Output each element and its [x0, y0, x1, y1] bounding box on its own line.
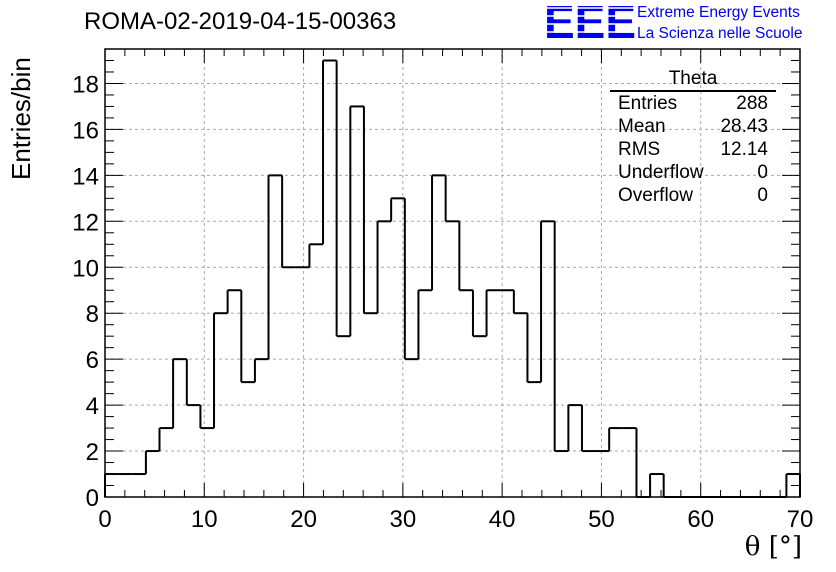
logo-line-1: Extreme Energy Events — [637, 4, 800, 21]
y-tick-label: 2 — [86, 439, 99, 466]
x-axis-label: θ [°] — [744, 532, 802, 562]
eee-logo: EEE — [544, 2, 636, 42]
y-tick-label: 12 — [72, 209, 99, 236]
logo-line-2: La Scienza nelle Scuole — [637, 25, 803, 42]
stats-row-rms: RMS 12.14 — [610, 138, 776, 161]
grid-lines — [105, 49, 800, 497]
stats-box: Theta Entries 288 Mean 28.43 RMS 12.14 U… — [610, 68, 776, 207]
stats-label: Underflow — [618, 162, 704, 183]
x-tick-label: 30 — [390, 506, 417, 533]
axis-ticks — [104, 48, 801, 498]
stats-label: Overflow — [618, 185, 693, 206]
stats-value: 0 — [757, 185, 768, 206]
y-tick-label: 4 — [86, 393, 99, 420]
run-title: ROMA-02-2019-04-15-00363 — [84, 8, 397, 35]
x-tick-label: 70 — [787, 506, 814, 533]
stats-row-entries: Entries 288 — [610, 92, 776, 115]
y-tick-label: 14 — [72, 163, 99, 190]
stats-row-underflow: Underflow 0 — [610, 161, 776, 184]
stats-row-overflow: Overflow 0 — [610, 184, 776, 207]
stats-row-mean: Mean 28.43 — [610, 115, 776, 138]
stats-label: RMS — [618, 139, 661, 160]
stats-label: Mean — [618, 116, 666, 137]
stats-value: 28.43 — [720, 116, 768, 137]
histogram-series — [104, 59, 801, 498]
x-tick-label: 20 — [290, 506, 317, 533]
tick-labels: 0 10 20 30 40 50 60 70 0 2 4 6 8 10 12 14 16 18 — [72, 71, 813, 533]
stats-value: 288 — [736, 93, 768, 114]
y-tick-label: 0 — [86, 485, 99, 512]
y-tick-label: 16 — [72, 117, 99, 144]
x-tick-label: 50 — [588, 506, 615, 533]
x-tick-label: 0 — [98, 506, 111, 533]
stats-label: Entries — [618, 93, 678, 114]
y-tick-label: 18 — [72, 71, 99, 98]
logo-caption: Extreme Energy Events La Scienza nelle S… — [637, 2, 802, 44]
y-tick-label: 8 — [86, 301, 99, 328]
plot-frame — [104, 48, 801, 498]
x-tick-label: 40 — [489, 506, 516, 533]
stats-title: Theta — [610, 68, 776, 92]
x-tick-label: 60 — [687, 506, 714, 533]
y-axis-label: Entries/bin — [6, 57, 36, 180]
x-tick-label: 10 — [191, 506, 218, 533]
y-tick-label: 6 — [86, 347, 99, 374]
stats-value: 12.14 — [720, 139, 768, 160]
y-tick-label: 10 — [72, 255, 99, 282]
stats-value: 0 — [757, 162, 768, 183]
